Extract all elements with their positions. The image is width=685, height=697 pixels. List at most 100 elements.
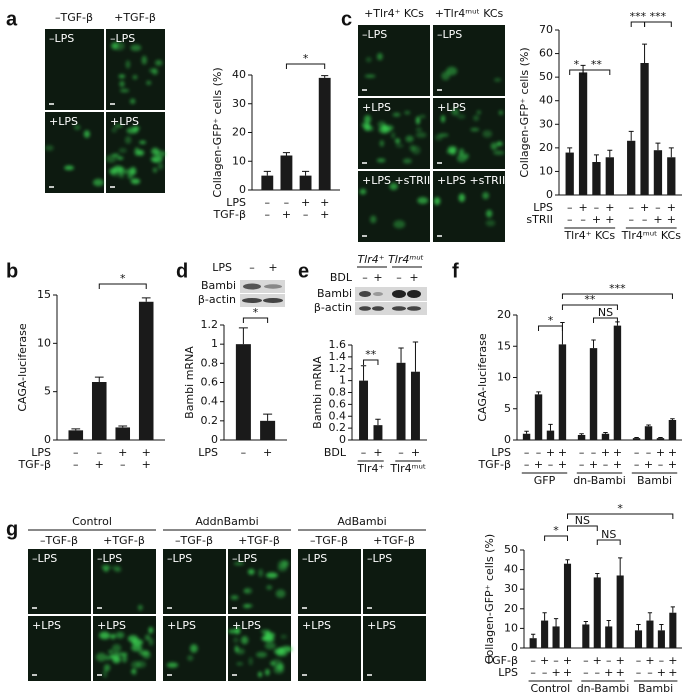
cell (113, 124, 123, 128)
y-tick-label: 40 (504, 563, 518, 576)
cell (139, 140, 147, 145)
error-bar (263, 413, 273, 421)
cell (243, 604, 251, 609)
cell (456, 154, 467, 163)
row-label: – (241, 446, 247, 459)
row-label: – (628, 201, 634, 214)
cell (417, 196, 429, 204)
cell (102, 669, 108, 678)
y-tick-label: 0 (44, 433, 51, 446)
group-header: AddnBambi (195, 515, 258, 528)
error-bar (607, 149, 613, 158)
cell (376, 52, 383, 61)
row-label: + (640, 201, 649, 214)
cell (490, 142, 498, 150)
significance-bracket (596, 539, 621, 545)
error-bar (302, 170, 310, 176)
blot-header: BDL (330, 271, 353, 284)
cell (121, 654, 128, 663)
cell (280, 645, 293, 653)
error-bar (263, 170, 271, 176)
row-label: + (263, 446, 272, 459)
cell (119, 80, 125, 88)
error-bar (618, 557, 623, 576)
error-bar (659, 623, 664, 631)
significance-bracket (561, 293, 673, 299)
micrograph (363, 616, 426, 681)
bar (115, 427, 131, 440)
cell (276, 651, 288, 657)
error-bar (536, 391, 541, 395)
cell (280, 634, 287, 639)
cell (393, 220, 406, 229)
cell (270, 658, 283, 668)
cell (92, 178, 104, 187)
cell (493, 78, 502, 82)
row-name: LPS (498, 666, 518, 679)
row-label: + (668, 446, 677, 459)
group-header: Control (72, 515, 112, 528)
cell (451, 108, 459, 116)
cell (361, 121, 370, 129)
cell (115, 631, 125, 639)
cell-glow (166, 644, 198, 668)
column-header: +TGF-β (114, 11, 156, 24)
row-label: + (601, 446, 610, 459)
bar (318, 77, 331, 190)
cell (415, 132, 427, 138)
error-bar (282, 152, 290, 156)
bar (522, 433, 531, 440)
y-tick-label: 10 (497, 371, 511, 384)
bar (558, 344, 567, 440)
group-label: Tlr4ᵐᵘᵗ KCs (621, 229, 682, 242)
cell-glow (105, 124, 167, 185)
cell (243, 589, 249, 593)
cell (132, 74, 138, 80)
image-label: +LPS (167, 619, 196, 632)
bar (410, 371, 420, 440)
cell (485, 219, 496, 227)
blot-row: Bambi (201, 279, 236, 292)
bar (373, 425, 383, 440)
row-label: + (95, 458, 104, 471)
row-label: – (73, 458, 79, 471)
bar (396, 362, 406, 440)
cell (265, 668, 270, 676)
error-bar (595, 573, 600, 578)
cell-glow (364, 52, 383, 78)
row-label: – (636, 654, 642, 667)
row-label: – (536, 446, 542, 459)
micrograph (298, 549, 361, 614)
row-label: – (642, 213, 648, 226)
cell (482, 192, 490, 200)
cell (109, 168, 117, 175)
cell (458, 148, 465, 157)
cell (148, 638, 154, 646)
y-tick-label: 30 (504, 582, 518, 595)
y-tick-label: 0 (211, 433, 218, 446)
cell (45, 145, 54, 151)
cell (277, 564, 288, 572)
image-label: –LPS (167, 552, 192, 565)
cell (230, 595, 239, 600)
bar (235, 344, 251, 440)
cell (265, 572, 278, 579)
group-header: AdBambi (337, 515, 386, 528)
y-tick-label: 20 (504, 602, 518, 615)
cell (279, 663, 285, 669)
row-label: – (524, 446, 530, 459)
y-axis-label: Collagen-GFP⁺ cells (%) (483, 534, 496, 664)
row-label: + (563, 654, 572, 667)
panel-label: c (341, 8, 352, 30)
cell (157, 162, 164, 170)
significance-bracket (538, 325, 563, 331)
row-label: – (303, 208, 309, 221)
row-label: – (595, 666, 601, 679)
cell (415, 116, 420, 125)
row-name: TGF-β (484, 654, 518, 667)
cell (137, 604, 143, 611)
row-label: + (373, 446, 382, 459)
y-tick-label: 50 (539, 70, 553, 83)
cell (473, 115, 480, 121)
